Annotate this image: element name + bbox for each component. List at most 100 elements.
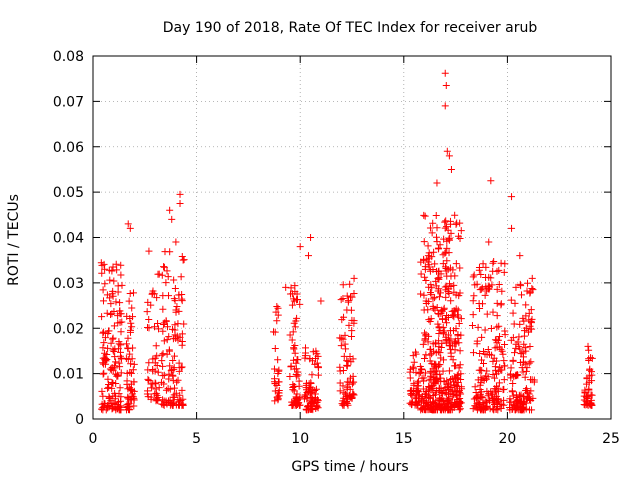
data-point	[512, 283, 520, 291]
data-point	[485, 390, 493, 398]
data-point	[511, 299, 519, 307]
data-point	[101, 356, 109, 364]
data-point	[438, 394, 446, 402]
data-point	[433, 267, 441, 275]
data-point	[583, 393, 591, 401]
data-point	[479, 260, 487, 268]
data-point	[161, 248, 169, 256]
data-point	[151, 367, 159, 375]
data-point	[429, 295, 437, 303]
data-point	[145, 376, 153, 384]
data-point	[435, 330, 443, 338]
data-point	[274, 311, 282, 319]
data-point	[292, 317, 300, 325]
data-point	[435, 274, 443, 282]
data-point	[488, 281, 496, 289]
data-point	[115, 359, 123, 367]
y-tick-label: 0	[75, 412, 84, 428]
data-point	[477, 271, 485, 279]
data-point	[522, 367, 530, 375]
data-point	[507, 296, 515, 304]
data-point	[286, 373, 294, 381]
data-point	[314, 371, 322, 379]
data-point	[416, 368, 424, 376]
data-point	[451, 373, 459, 381]
data-point	[286, 290, 294, 298]
data-point	[443, 272, 451, 280]
data-point	[178, 337, 186, 345]
data-point	[509, 405, 517, 413]
data-point	[106, 365, 114, 373]
data-point	[495, 281, 503, 289]
data-point	[585, 346, 593, 354]
data-point	[309, 348, 317, 356]
data-point	[432, 339, 440, 347]
data-point	[444, 397, 452, 405]
data-point	[474, 323, 482, 331]
data-point	[129, 366, 137, 374]
data-point	[169, 325, 177, 333]
data-point	[309, 395, 317, 403]
data-point	[483, 310, 491, 318]
data-point	[109, 263, 117, 271]
y-tick-label: 0.08	[53, 49, 84, 65]
data-point	[424, 252, 432, 260]
data-point	[118, 281, 126, 289]
data-point	[180, 256, 188, 264]
data-point	[437, 289, 445, 297]
data-point	[163, 323, 171, 331]
data-point	[528, 315, 536, 323]
data-point	[116, 384, 124, 392]
data-point	[341, 331, 349, 339]
data-point	[497, 259, 505, 267]
data-point	[420, 354, 428, 362]
data-point	[487, 324, 495, 332]
data-point	[430, 373, 438, 381]
data-point	[337, 342, 345, 350]
data-point	[170, 364, 178, 372]
data-point	[469, 297, 477, 305]
data-point	[98, 313, 106, 321]
data-point	[349, 390, 357, 398]
data-point	[122, 340, 130, 348]
data-point	[113, 266, 121, 274]
data-point	[308, 393, 316, 401]
data-point	[507, 374, 515, 382]
data-point	[171, 285, 179, 293]
data-point	[419, 385, 427, 393]
data-point	[99, 370, 107, 378]
data-point	[271, 344, 279, 352]
data-point	[491, 336, 499, 344]
data-point	[495, 343, 503, 351]
data-point	[501, 362, 509, 370]
data-point	[347, 358, 355, 366]
x-tick-label: 15	[395, 431, 413, 447]
y-axis-label: ROTI / TECUs	[6, 194, 22, 286]
data-point	[109, 346, 117, 354]
data-point	[477, 285, 485, 293]
data-point	[586, 400, 594, 408]
data-point	[282, 283, 290, 291]
data-point	[177, 273, 185, 281]
data-point	[421, 273, 429, 281]
data-point	[442, 223, 450, 231]
data-point	[343, 306, 351, 314]
data-point	[447, 382, 455, 390]
data-point	[152, 342, 160, 350]
data-point	[112, 358, 120, 366]
data-point	[449, 312, 457, 320]
data-point	[177, 364, 185, 372]
data-point	[417, 397, 425, 405]
data-point	[500, 357, 508, 365]
data-point	[490, 257, 498, 265]
data-point	[171, 321, 179, 329]
y-tick-label: 0.04	[53, 231, 84, 247]
data-point	[498, 287, 506, 295]
data-point	[105, 327, 113, 335]
data-point	[515, 333, 523, 341]
data-point	[151, 379, 159, 387]
data-point	[442, 81, 450, 89]
data-point	[271, 387, 279, 395]
data-point	[469, 273, 477, 281]
data-point	[446, 375, 454, 383]
